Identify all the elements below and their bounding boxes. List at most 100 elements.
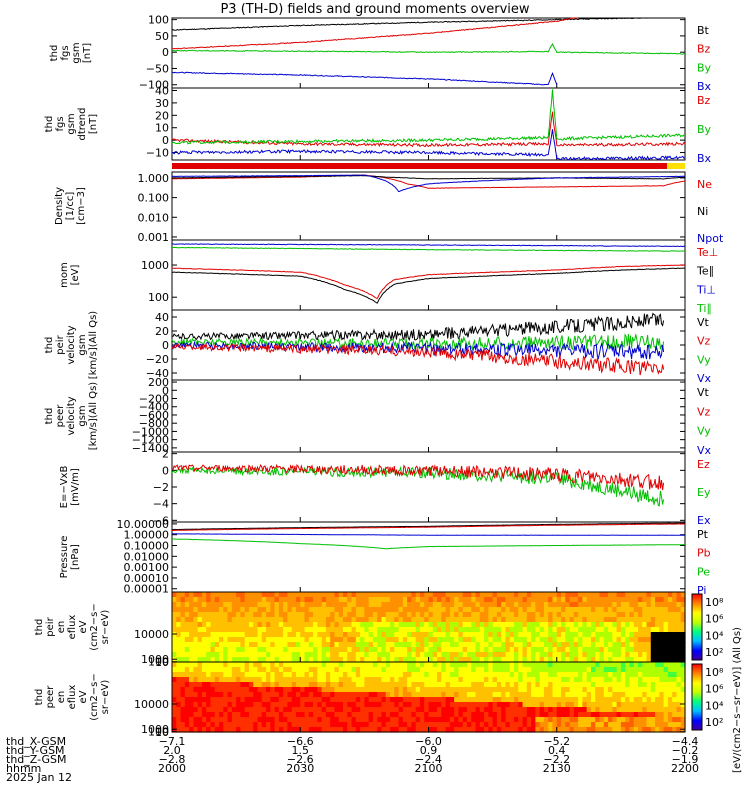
spectrogram-cell [291,647,297,653]
spectrogram-cell [620,677,626,683]
spectrogram-cell [633,662,639,668]
spectrogram-cell [176,712,182,718]
spectrogram-cell [407,712,413,718]
spectrogram-cell [603,657,609,663]
spectrogram-cell [514,617,519,623]
spectrogram-cell [385,657,391,663]
spectrogram-cell [424,637,430,643]
spectrogram-cell [334,682,340,688]
legend-entry: Pi [697,584,706,597]
spectrogram-cell [180,617,186,623]
spectrogram-cell [462,697,468,703]
spectrogram-cell [304,602,310,608]
spectrogram-cell [300,652,306,658]
spectrogram-cell [197,592,203,598]
spectrogram-cell [514,637,519,643]
spectrogram-cell [261,647,267,653]
spectrogram-cell [561,592,566,598]
spectrogram-cell [522,682,528,688]
spectrogram-cell [261,677,267,683]
spectrogram-cell [590,607,596,613]
spectrogram-cell [231,657,237,663]
spectrogram-cell [206,697,212,703]
bottom-date: 2025 Jan 12 [6,771,72,784]
spectrogram-cell [308,597,314,603]
spectrogram-cell [445,687,451,693]
spectrogram-cell [672,592,678,598]
spectrogram-cell [283,707,289,713]
spectrogram-cell [201,717,207,723]
spectrogram-cell [197,602,203,608]
spectrogram-cell [672,642,678,648]
spectrogram-cell [368,642,374,648]
spectrogram-cell [355,707,361,713]
spectrogram-cell [283,722,289,728]
spectrogram-cell [561,677,566,683]
spectrogram-cell [539,682,545,688]
spectrogram-cell [394,692,400,698]
spectrogram-cell [466,592,472,598]
spectrogram-cell [642,697,648,703]
spectrogram-cell [531,707,536,713]
spectrogram-cell [680,707,686,713]
spectrogram-cell [270,727,276,733]
spectrogram-cell [539,652,545,658]
spectrogram-cell [300,612,306,618]
spectrogram-cell [556,652,562,658]
spectrogram-cell [646,727,652,733]
spectrogram-cell [180,647,186,653]
spectrogram-cell [184,647,190,653]
spectrogram-cell [646,707,652,713]
spectrogram-cell [244,607,250,613]
spectrogram-cell [603,717,609,723]
spectrogram-cell [620,727,626,733]
spectrogram-cell [338,597,344,603]
spectrogram-cell [680,612,686,618]
spectrogram-cell [595,637,601,643]
spectrogram-cell [372,697,378,703]
spectrogram-cell [287,627,293,633]
spectrogram-cell [608,627,613,633]
spectrogram-cell [193,712,199,718]
spectrogram-cell [659,647,665,653]
spectrogram-cell [496,592,502,598]
spectrogram-cell [283,657,289,663]
spectrogram-cell [496,607,502,613]
spectrogram-cell [394,702,400,708]
spectrogram-cell [655,672,660,678]
spectrogram-cell [351,637,357,643]
spectrogram-cell [184,712,190,718]
spectrogram-cell [210,607,216,613]
spectrogram-cell [556,717,562,723]
spectrogram-cell [518,662,524,668]
spectrogram-cell [244,707,250,713]
spectrogram-cell [291,627,297,633]
spectrogram-cell [381,687,387,693]
spectrogram-cell [210,592,216,598]
spectrogram-cell [518,722,524,728]
spectrogram-cell [368,702,374,708]
spectrogram-cell [308,667,314,673]
spectrogram-cell [599,602,605,608]
spectrogram-cell [244,682,250,688]
spectrogram-cell [415,697,421,703]
spectrogram-cell [531,672,536,678]
spectrogram-cell [569,647,575,653]
spectrogram-cell [608,707,613,713]
spectrogram-cell [590,647,596,653]
spectrogram-cell [219,597,224,603]
spectrogram-cell [184,607,190,613]
spectrogram-cell [552,707,558,713]
spectrogram-cell [667,687,673,693]
spectrogram-cell [283,602,289,608]
spectrogram-cell [578,637,584,643]
spectrogram-cell [543,702,549,708]
spectrogram-cell [244,642,250,648]
bottom-row-value: −2.8 [159,753,186,766]
spectrogram-cell [543,617,549,623]
spectrogram-cell [466,692,472,698]
spectrogram-cell [565,632,571,638]
spectrogram-cell [586,662,592,668]
spectrogram-cell [240,707,246,713]
spectrogram-cell [274,697,280,703]
